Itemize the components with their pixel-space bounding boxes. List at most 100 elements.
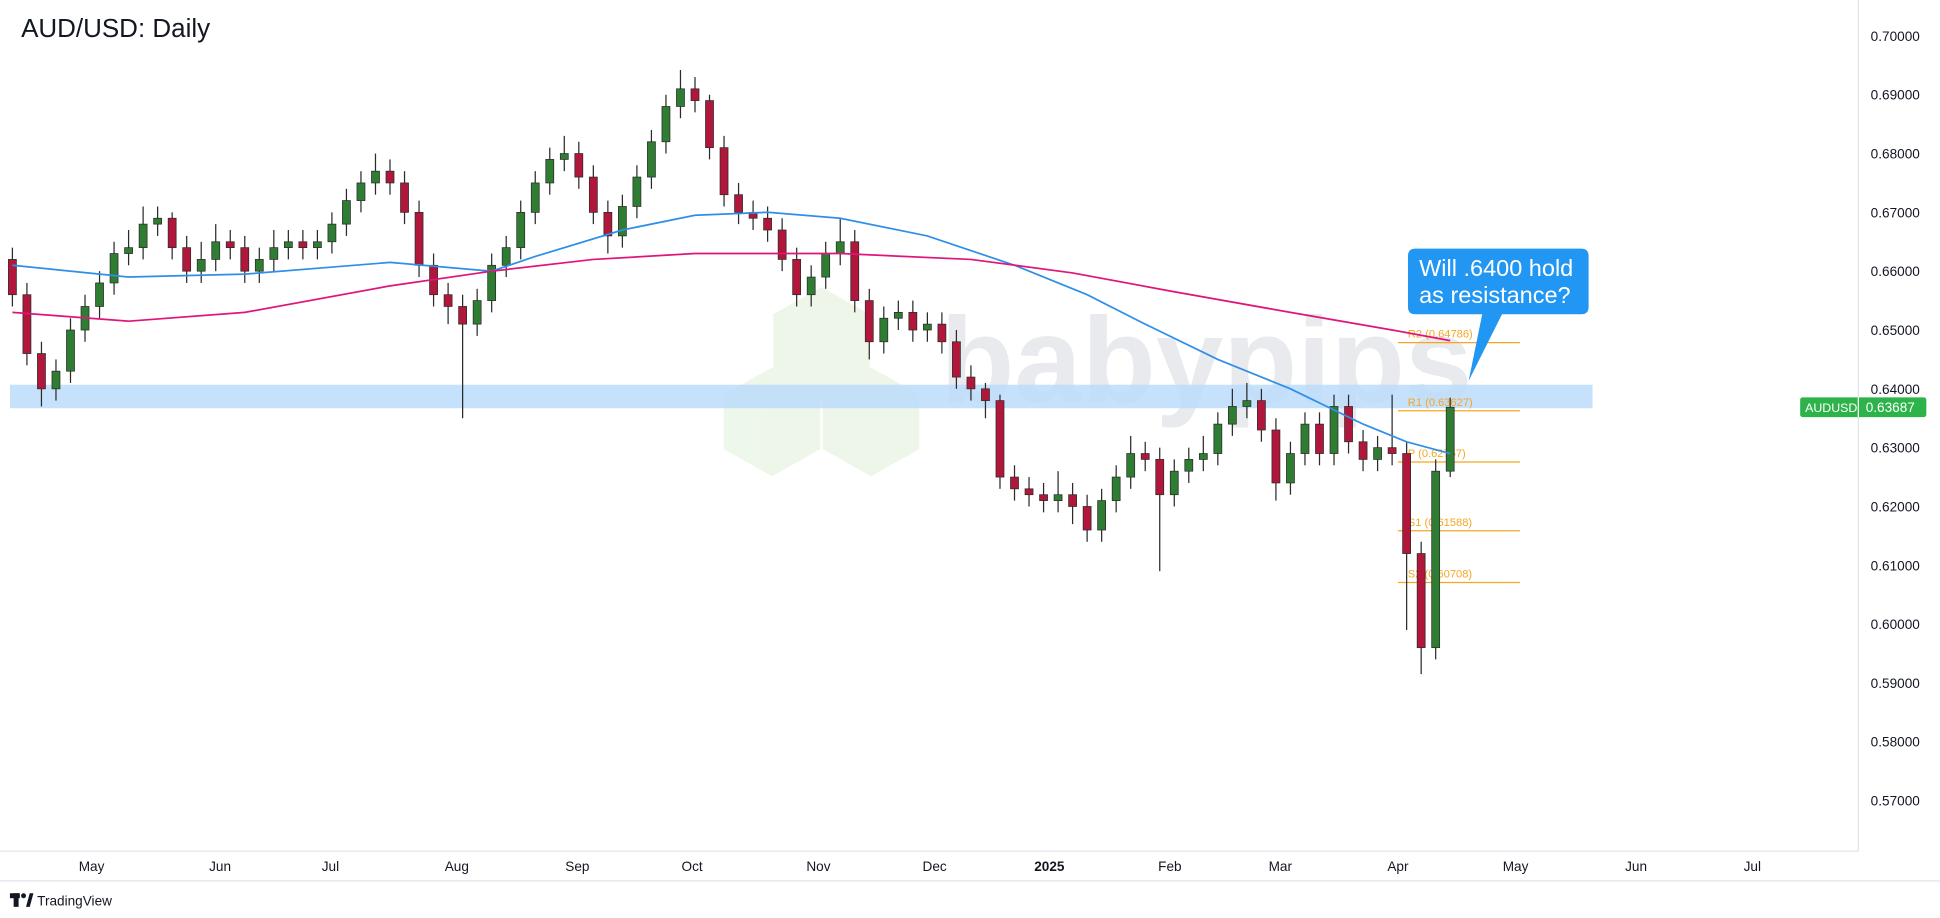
candle-body (923, 323, 932, 331)
candle-body (1111, 476, 1121, 501)
candle-body (1300, 423, 1310, 454)
candle-body (719, 147, 729, 196)
y-tick-label: 0.66000 (1871, 264, 1921, 279)
candle-body (516, 211, 526, 249)
candle-body (952, 341, 961, 378)
candle-body (1169, 470, 1179, 496)
annotation-bubble (1407, 248, 1589, 382)
candle-body (777, 229, 787, 260)
candle-body (1358, 441, 1368, 460)
candle-body (1387, 447, 1397, 454)
resistance-zone (9, 384, 1593, 409)
candle-body (1126, 453, 1136, 478)
candle-body (661, 106, 671, 143)
candle-body (690, 88, 700, 101)
candle-body (458, 306, 467, 325)
candle-body (487, 264, 497, 301)
candle-body (792, 259, 802, 296)
candle-body (835, 241, 845, 254)
y-tick-label: 0.69000 (1871, 88, 1921, 103)
candle-body (981, 388, 990, 401)
last-price-box (1800, 397, 1927, 418)
candle-body (1227, 406, 1237, 425)
candle-body (1213, 423, 1223, 454)
candle-body (51, 370, 61, 390)
y-tick-label: 0.67000 (1871, 205, 1921, 220)
pivot-label: R1 (0.63627) (1408, 397, 1473, 409)
candle-body (1416, 553, 1426, 649)
candle-body (313, 241, 322, 249)
annotation-text: as resistance? (1419, 282, 1571, 308)
candle-body (632, 176, 642, 207)
x-tick-label: Apr (1387, 859, 1409, 874)
y-tick-label: 0.68000 (1871, 146, 1921, 161)
y-tick-label: 0.57000 (1871, 794, 1921, 809)
candle-body (472, 300, 482, 325)
last-price-label: 0.63687 (1866, 400, 1915, 415)
candle-body (1329, 406, 1339, 454)
candle-body (1155, 459, 1165, 496)
footer-text: TradingView (37, 894, 112, 909)
candle-body (1242, 400, 1252, 407)
candle-body (676, 88, 685, 107)
moving-average (12, 252, 1451, 342)
moving-average (12, 211, 1451, 455)
candle-body (1286, 453, 1295, 484)
candle-body (1257, 400, 1266, 431)
candle-body (182, 247, 192, 272)
candle-body (1140, 453, 1150, 460)
candle-body (371, 170, 380, 184)
candle-body (356, 182, 366, 201)
candle-body (1024, 488, 1034, 496)
candle-body (1039, 494, 1048, 501)
candle-body (22, 294, 32, 354)
x-tick-label: May (1503, 859, 1529, 874)
candle-body (1271, 429, 1281, 484)
y-tick-label: 0.58000 (1871, 735, 1921, 750)
footer-logo: TradingView (9, 893, 112, 909)
candle-body (400, 182, 409, 213)
y-tick-label: 0.60000 (1871, 617, 1921, 632)
candle-body (283, 241, 293, 249)
candle-body (225, 241, 235, 249)
candle-body (893, 311, 903, 319)
candle-body (763, 217, 772, 231)
candle-body (66, 329, 75, 372)
candle-body (864, 300, 874, 343)
y-tick-label: 0.59000 (1871, 676, 1921, 691)
candle-body (734, 194, 743, 213)
plot-area: R2 (0.64786)R1 (0.63627)P (0.62757)S1 (0… (8, 70, 1593, 675)
logo-shape (13, 893, 19, 907)
chart-title: AUD/USD: Daily (21, 13, 210, 43)
x-tick-label: Jul (1744, 859, 1761, 874)
x-tick-label: Sep (565, 859, 589, 874)
candle-body (545, 159, 555, 184)
candle-body (559, 153, 569, 160)
candle-body (414, 211, 424, 266)
candle-body (1198, 453, 1208, 460)
x-tick-label: 2025 (1034, 859, 1065, 874)
candle-body (850, 241, 860, 301)
x-tick-label: Dec (923, 859, 947, 874)
candle-body (937, 323, 947, 343)
candle-body (1445, 406, 1455, 472)
x-tick-label: Mar (1269, 859, 1293, 874)
logo-shape (21, 893, 27, 899)
candle-body (705, 100, 714, 149)
candle-body (1184, 459, 1194, 472)
candle-body (8, 259, 17, 296)
candle-body (211, 241, 221, 260)
candle-body (327, 223, 337, 243)
x-tick-label: Feb (1158, 859, 1181, 874)
logo-shape (26, 893, 34, 907)
y-tick-label: 0.63000 (1871, 441, 1921, 456)
x-tick-label: Jun (209, 859, 231, 874)
candle-body (37, 353, 46, 390)
candle-body (196, 259, 206, 272)
x-tick-label: May (79, 859, 105, 874)
candle-body (501, 247, 511, 266)
